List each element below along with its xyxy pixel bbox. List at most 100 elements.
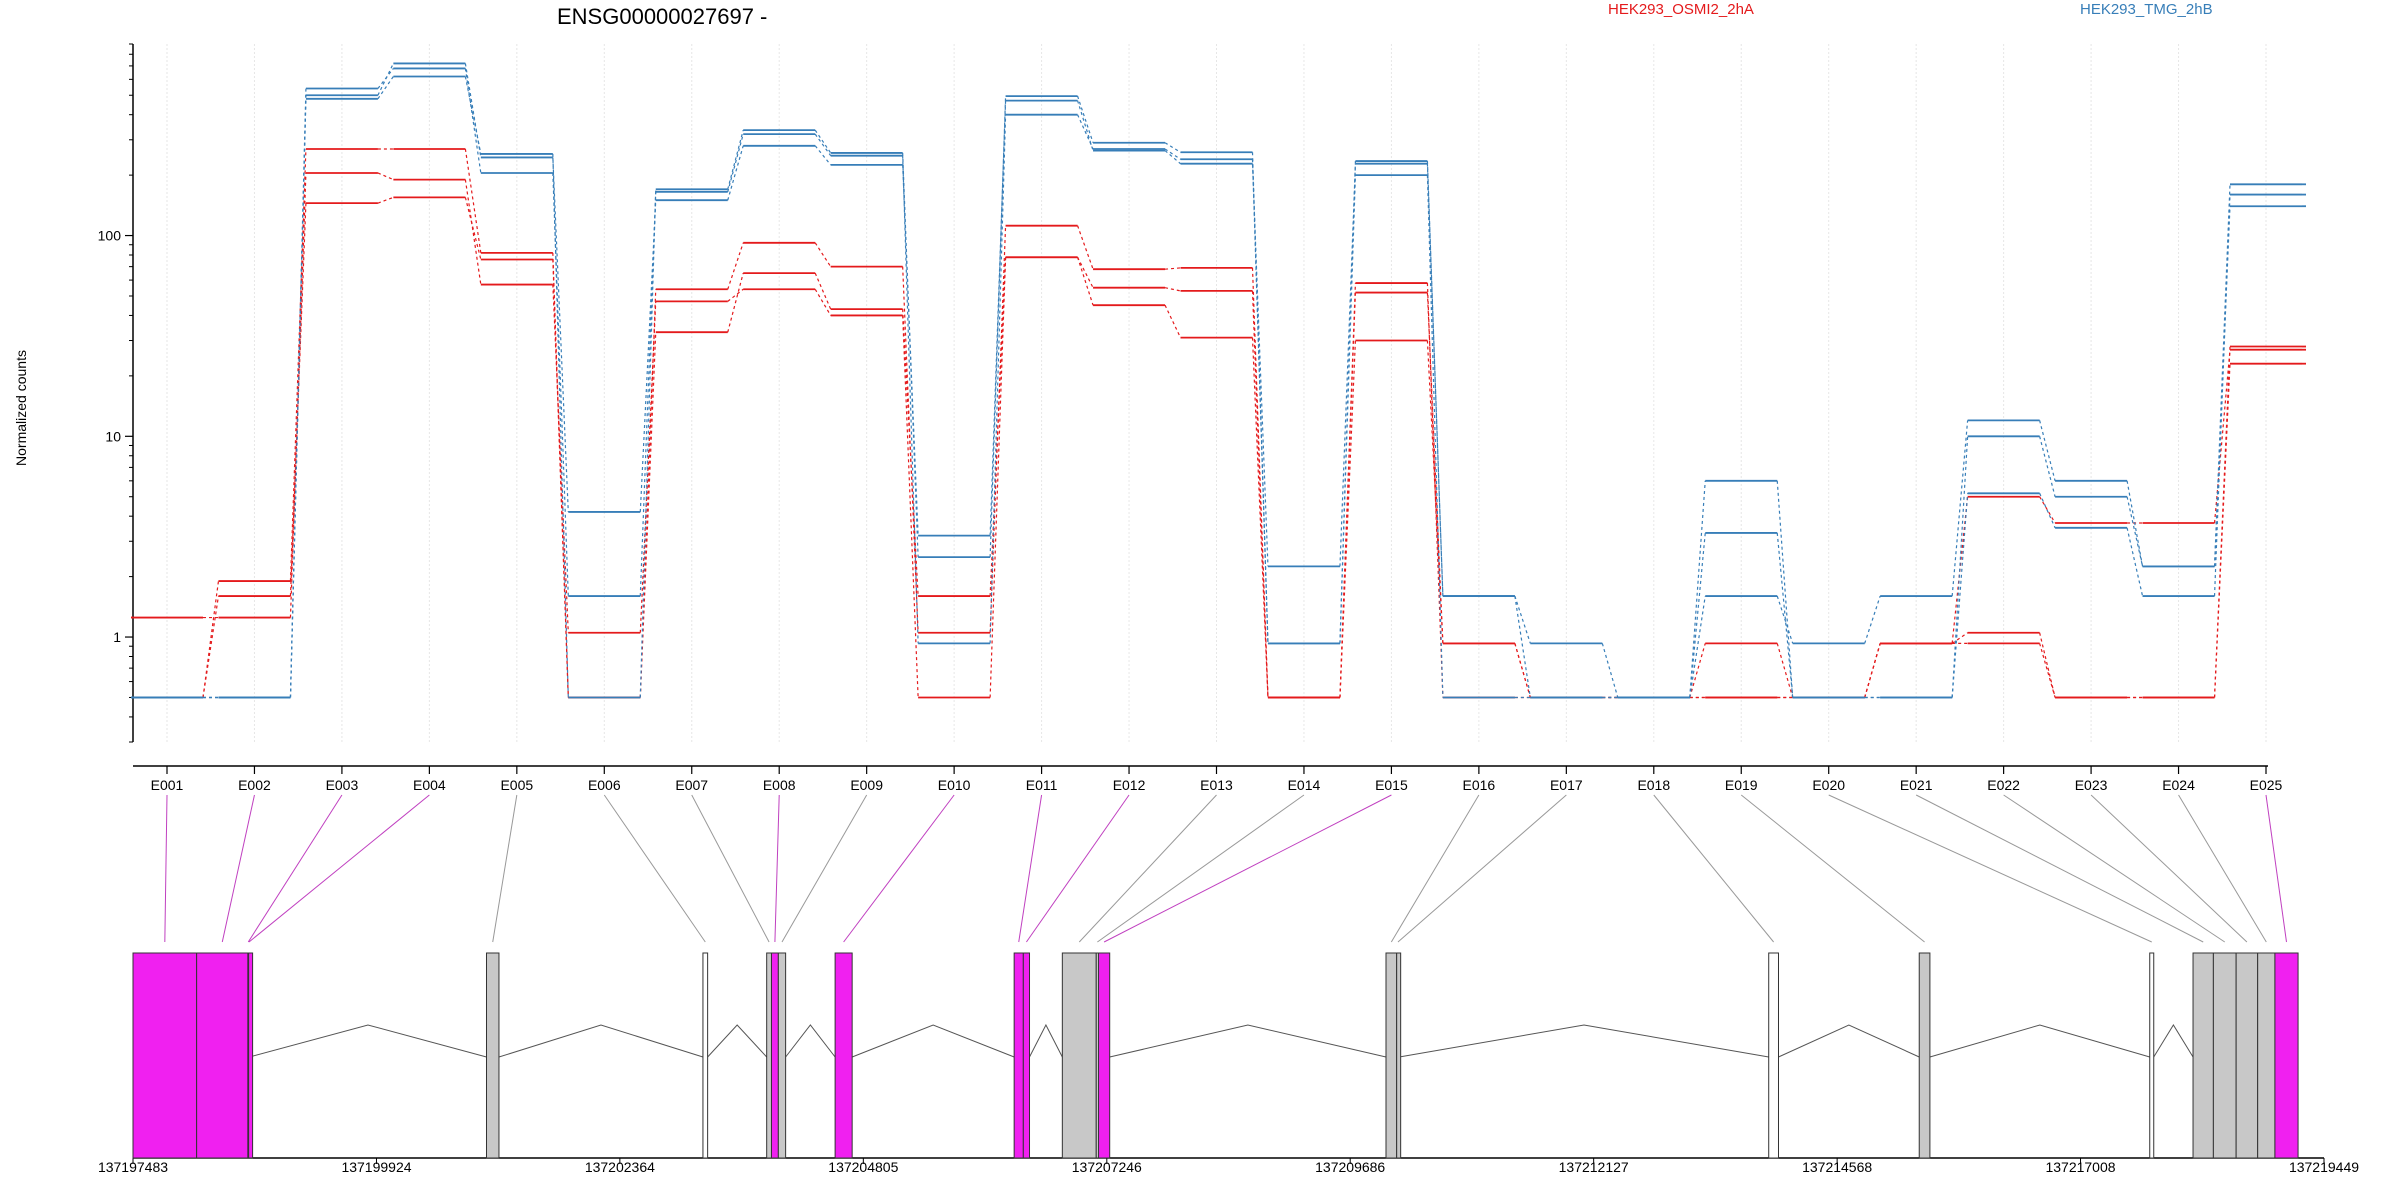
chart-title: ENSG00000027697 - (557, 4, 767, 29)
connector-e004 (248, 794, 430, 943)
series-1-connector (1689, 643, 1706, 698)
series-2-connector (1164, 267, 1181, 270)
series-5-connector (1689, 480, 1706, 698)
y-tick-label-1: 1 (113, 629, 121, 645)
x-tick-label-e014: E014 (1288, 777, 1321, 793)
exon-block-e019 (1918, 952, 1931, 1159)
x-tick-label-e001: E001 (151, 777, 184, 793)
series-2-connector (2039, 632, 2056, 698)
connector-e021 (1915, 794, 2204, 943)
series-0-connector (902, 315, 919, 698)
coordinate-label: 137217008 (2045, 1159, 2115, 1175)
exon-block-e023 (2235, 952, 2259, 1159)
series-0-connector (989, 257, 1007, 698)
exon-block-e010 (834, 952, 853, 1159)
connector-e025 (2265, 794, 2287, 943)
connector-e013 (1078, 794, 1217, 943)
exon-block-e007 (766, 952, 772, 1159)
coordinate-label: 137212127 (1559, 1159, 1629, 1175)
series-3-connector (727, 145, 744, 201)
connector-e005 (492, 794, 518, 943)
series-4-connector (989, 114, 1007, 644)
series-1-connector (464, 197, 482, 260)
x-tick-label-e003: E003 (326, 777, 359, 793)
connector-e017 (1397, 794, 1567, 943)
intron-line (1109, 1024, 1387, 1058)
series-3-connector (814, 145, 832, 166)
series-4-connector (1951, 436, 1969, 698)
series-2-connector (902, 266, 919, 633)
exon-block-e002 (196, 952, 249, 1159)
coordinate-label: 137204805 (828, 1159, 898, 1175)
series-1-connector (1164, 287, 1181, 292)
coordinate-label: 137197483 (98, 1159, 168, 1175)
series-2-connector (464, 148, 482, 253)
exon-block-e024 (2257, 952, 2276, 1159)
series-5-connector (989, 96, 1007, 558)
series-5-connector (639, 189, 657, 698)
x-tick-label-e019: E019 (1725, 777, 1758, 793)
series-2-connector (727, 242, 744, 290)
series-5-connector (1426, 161, 1444, 597)
series-5-connector (1077, 95, 1094, 143)
series-2-connector (552, 252, 569, 698)
series-4-connector (814, 133, 832, 157)
series-3-connector (1951, 420, 1969, 597)
series-2-connector (202, 581, 220, 698)
connector-e015 (1103, 794, 1392, 943)
series-5-connector (2213, 194, 2231, 597)
series-4-connector (1077, 114, 1094, 150)
x-tick-label-e017: E017 (1550, 777, 1583, 793)
exon-block-e021 (2192, 952, 2214, 1159)
exon-block-e022 (2212, 952, 2237, 1159)
series-3-connector (1689, 595, 1706, 698)
series-2-connector (1864, 643, 1881, 698)
connector-e014 (1097, 794, 1305, 943)
exon-block-e016 (1385, 952, 1398, 1159)
series-3-connector (1164, 150, 1181, 165)
legend-entry-tmg: HEK293_TMG_2hB (2080, 1, 2213, 18)
series-0-connector (464, 179, 482, 285)
series-5-connector (1339, 161, 1357, 644)
series-0-connector (1339, 340, 1357, 698)
exon-block-e011 (1013, 952, 1024, 1159)
series-5-connector (2039, 493, 2056, 529)
coordinate-label: 137219449 (2289, 1159, 2359, 1175)
series-2-connector (289, 148, 307, 582)
series-5-connector (902, 152, 919, 558)
exon-block-e005 (485, 952, 500, 1159)
series-3-connector (1864, 595, 1881, 644)
x-tick-label-e004: E004 (413, 777, 446, 793)
intron-line (1778, 1024, 1920, 1058)
exon-block-e013 (1061, 952, 1097, 1159)
series-1-connector (2039, 496, 2056, 524)
vertical-gridlines (166, 44, 2267, 742)
coordinate-label: 137202364 (585, 1159, 655, 1175)
series-5-connector (1776, 480, 1794, 698)
series-5-connector (1514, 595, 1531, 698)
series-4-connector (1164, 148, 1181, 160)
series-3-connector (377, 63, 394, 96)
series-3-connector (1601, 643, 1619, 698)
exon-block-e020 (2149, 952, 2155, 1159)
series-5-connector (377, 76, 394, 100)
intron-line (498, 1024, 704, 1058)
series-1-connector (814, 272, 832, 310)
x-tick-label-e025: E025 (2250, 777, 2283, 793)
x-tick-label-e011: E011 (1026, 777, 1058, 793)
series-1-connector (1514, 643, 1531, 698)
series-5-connector (1951, 493, 1969, 698)
series-2-connector (989, 225, 1007, 633)
connector-e022 (2003, 794, 2226, 943)
series-0-connector (727, 288, 744, 302)
coordinate-label: 137199924 (341, 1159, 411, 1175)
series-1-connector (727, 272, 744, 333)
x-tick-label-e024: E024 (2162, 777, 2195, 793)
x-tick-label-e009: E009 (850, 777, 883, 793)
exon-block-e004 (248, 952, 254, 1159)
series-5-connector (552, 153, 569, 698)
connector-e023 (2090, 794, 2248, 943)
series-5-connector (814, 129, 832, 154)
plot-axes: 1 10 100 E001 E002 E003 E004 E005 E006 E007 E008 E0… (98, 43, 2283, 793)
